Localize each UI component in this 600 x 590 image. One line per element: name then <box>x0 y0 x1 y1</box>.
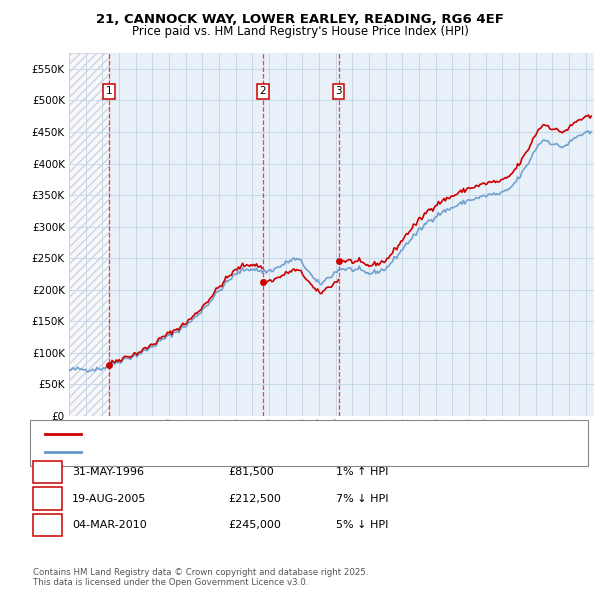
Text: 19-AUG-2005: 19-AUG-2005 <box>72 494 146 503</box>
Text: 04-MAR-2010: 04-MAR-2010 <box>72 520 147 530</box>
Text: 21, CANNOCK WAY, LOWER EARLEY, READING, RG6 4EF: 21, CANNOCK WAY, LOWER EARLEY, READING, … <box>96 13 504 26</box>
Text: 1% ↑ HPI: 1% ↑ HPI <box>336 467 388 477</box>
Text: £245,000: £245,000 <box>228 520 281 530</box>
Text: 1: 1 <box>106 86 113 96</box>
Text: Price paid vs. HM Land Registry's House Price Index (HPI): Price paid vs. HM Land Registry's House … <box>131 25 469 38</box>
Text: 2: 2 <box>44 494 51 503</box>
Text: £81,500: £81,500 <box>228 467 274 477</box>
Text: HPI: Average price, semi-detached house, Wokingham: HPI: Average price, semi-detached house,… <box>87 447 358 457</box>
Text: Contains HM Land Registry data © Crown copyright and database right 2025.
This d: Contains HM Land Registry data © Crown c… <box>33 568 368 587</box>
Text: 21, CANNOCK WAY, LOWER EARLEY, READING, RG6 4EF (semi-detached house): 21, CANNOCK WAY, LOWER EARLEY, READING, … <box>87 430 483 440</box>
Text: 1: 1 <box>44 467 51 477</box>
Text: £212,500: £212,500 <box>228 494 281 503</box>
Text: 31-MAY-1996: 31-MAY-1996 <box>72 467 144 477</box>
Text: 2: 2 <box>260 86 266 96</box>
Text: 3: 3 <box>335 86 342 96</box>
Text: 5% ↓ HPI: 5% ↓ HPI <box>336 520 388 530</box>
Bar <box>69 53 109 416</box>
Text: 3: 3 <box>44 520 51 530</box>
Text: 7% ↓ HPI: 7% ↓ HPI <box>336 494 389 503</box>
